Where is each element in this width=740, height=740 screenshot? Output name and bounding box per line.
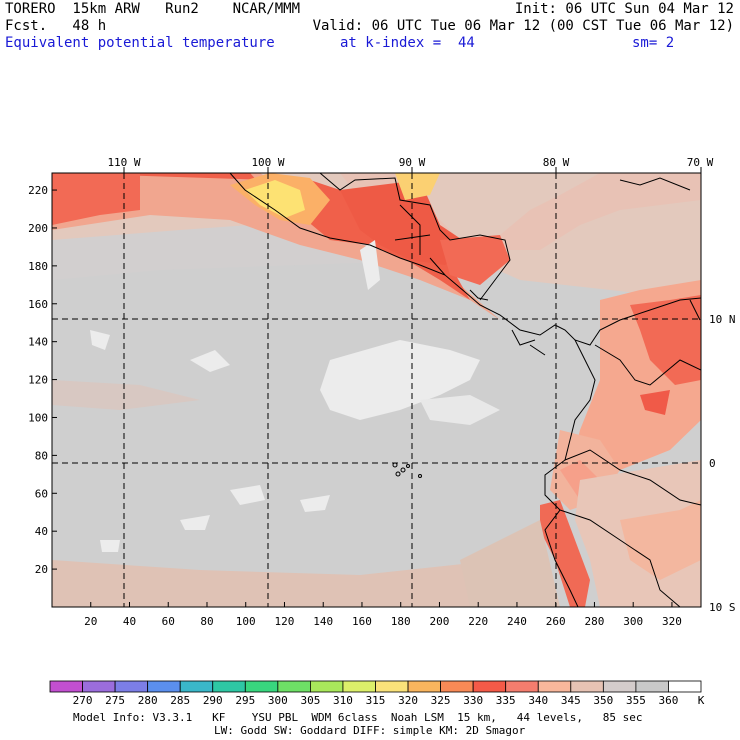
colorbar-swatch <box>49 680 83 693</box>
colorbar-label: 340 <box>528 694 549 707</box>
colorbar-label: 285 <box>170 694 191 707</box>
colorbar-swatch <box>570 680 604 693</box>
x-tick-label: 40 <box>123 615 136 628</box>
x-tick-label: 300 <box>623 615 643 628</box>
x-tick-label: 20 <box>84 615 97 628</box>
colorbar-label: 305 <box>300 694 321 707</box>
y-tick-label: 20 <box>35 563 48 576</box>
colorbar-label: 355 <box>625 694 646 707</box>
lon-label: 100 W <box>251 156 284 169</box>
forecast-hour: Fcst. 48 h <box>5 18 107 34</box>
x-tick-label: 200 <box>430 615 450 628</box>
map-frame <box>51 172 702 608</box>
colorbar-swatch <box>440 680 474 693</box>
colorbar-label: 275 <box>105 694 126 707</box>
lon-label: 70 W <box>687 156 714 169</box>
x-tick-label: 80 <box>200 615 213 628</box>
init-time: Init: 06 UTC Sun 04 Mar 12 <box>514 1 734 17</box>
y-tick-label: 180 <box>28 260 48 273</box>
colorbar-swatch <box>309 680 344 693</box>
coastlines <box>229 173 701 607</box>
lat-label: 10 N <box>709 313 736 326</box>
colorbar-label: 300 <box>267 694 288 707</box>
colorbar <box>49 680 702 693</box>
lon-label: 90 W <box>399 156 426 169</box>
y-tick-label: 40 <box>35 525 48 538</box>
x-tick-label: 60 <box>162 615 175 628</box>
colorbar-swatch <box>537 680 572 693</box>
x-tick-label: 180 <box>391 615 411 628</box>
physics-info: LW: Godd SW: Goddard DIFF: simple KM: 2D… <box>214 724 526 737</box>
y-tick-label: 160 <box>28 298 48 311</box>
graticule <box>52 173 701 607</box>
x-tick-label: 280 <box>585 615 605 628</box>
colorbar-swatch <box>244 680 279 693</box>
level-index: at k-index = 44 <box>340 35 475 51</box>
colorbar-label: 280 <box>137 694 158 707</box>
x-tick-label: 260 <box>546 615 566 628</box>
colorbar-label: 320 <box>398 694 418 707</box>
x-tick-label: 100 <box>236 615 256 628</box>
y-tick-label: 200 <box>28 222 48 235</box>
lat-label: 10 S <box>709 601 736 614</box>
y-tick-label: 100 <box>28 411 48 424</box>
colorbar-swatch <box>635 680 669 693</box>
y-tick-label: 220 <box>28 184 48 197</box>
x-axis-ticks: 20 40 60 80 100 120 140 160 180 200 220 240 260 280 30… <box>84 602 682 628</box>
colorbar-label: 335 <box>495 694 516 707</box>
model-info: Model Info: V3.3.1 KF YSU PBL WDM 6class… <box>73 711 643 724</box>
colorbar-swatch <box>179 680 214 693</box>
x-tick-label: 120 <box>275 615 295 628</box>
field-shading <box>52 173 701 607</box>
colorbar-label: 270 <box>72 694 93 707</box>
valid-time: Valid: 06 UTC Tue 06 Mar 12 (00 CST Tue … <box>312 18 734 34</box>
field-name: Equivalent potential temperature <box>5 35 275 51</box>
colorbar-swatch <box>114 680 149 693</box>
x-tick-label: 140 <box>313 615 333 628</box>
colorbar-swatch <box>212 680 246 693</box>
lon-label: 110 W <box>107 156 140 169</box>
colorbar-swatch <box>277 680 311 693</box>
y-tick-label: 140 <box>28 336 48 349</box>
colorbar-swatch <box>602 680 637 693</box>
y-tick-label: 80 <box>35 449 48 462</box>
colorbar-label: 345 <box>560 694 581 707</box>
x-tick-label: 240 <box>507 615 527 628</box>
colorbar-label: 325 <box>430 694 451 707</box>
y-tick-label: 120 <box>28 374 48 387</box>
model-title: TORERO 15km ARW Run2 NCAR/MMM <box>5 1 301 17</box>
colorbar-label: 310 <box>333 694 353 707</box>
colorbar-label: 295 <box>235 694 256 707</box>
x-tick-label: 160 <box>352 615 372 628</box>
colorbar-swatch <box>82 680 116 693</box>
colorbar-label: 350 <box>593 694 614 707</box>
x-tick-label: 320 <box>662 615 682 628</box>
smoothing: sm= 2 <box>632 35 675 51</box>
y-axis-ticks: 20 40 60 80 100 120 140 160 180 200 220 <box>28 184 57 576</box>
lon-label: 80 W <box>543 156 570 169</box>
colorbar-swatch <box>505 680 539 693</box>
colorbar-swatch <box>472 680 507 693</box>
colorbar-label: 330 <box>463 694 484 707</box>
colorbar-swatch <box>668 680 702 693</box>
colorbar-swatch <box>147 680 181 693</box>
colorbar-label: 315 <box>365 694 386 707</box>
colorbar-swatch <box>375 680 409 693</box>
colorbar-swatch <box>342 680 376 693</box>
colorbar-swatch <box>407 680 441 693</box>
y-tick-label: 60 <box>35 487 48 500</box>
colorbar-label: 290 <box>202 694 223 707</box>
x-tick-label: 220 <box>468 615 488 628</box>
colorbar-unit: K <box>697 694 705 707</box>
lat-label: 0 <box>709 457 716 470</box>
colorbar-label: 360 <box>658 694 679 707</box>
